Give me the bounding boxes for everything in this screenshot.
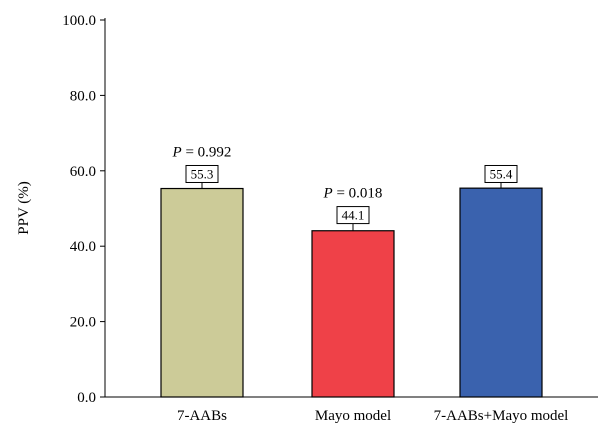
x-tick-label: 7-AABs+Mayo model [434, 408, 569, 424]
p-value-annotation: P = 0.018 [323, 186, 383, 202]
data-label-box [336, 206, 370, 225]
data-label: 55.4 [490, 166, 513, 181]
labels: 55.3 7-AABs P = 0.992 44.1 Mayo model P = 0.0… [172, 144, 569, 424]
y-tick-label: 40.0 [70, 239, 96, 255]
data-label: 55.3 [191, 166, 214, 181]
x-tick-label: 7-AABs [177, 408, 227, 424]
data-label-box [185, 164, 219, 183]
y-axis-title: PPV (%) [16, 181, 32, 234]
bars [160, 182, 543, 398]
data-label-box [484, 164, 518, 183]
x-tick-label: Mayo model [315, 408, 391, 424]
bar [160, 187, 244, 398]
y-tick-label: 60.0 [70, 164, 96, 180]
bar [311, 230, 395, 398]
p-value-annotation: P = 0.992 [172, 144, 232, 160]
data-label: 44.1 [342, 208, 365, 223]
y-tick-label: 100.0 [62, 13, 96, 29]
y-tick-label: 20.0 [70, 315, 96, 331]
y-tick-label: 0.0 [77, 390, 96, 406]
bar [459, 187, 543, 398]
y-tick-label: 80.0 [70, 88, 96, 104]
